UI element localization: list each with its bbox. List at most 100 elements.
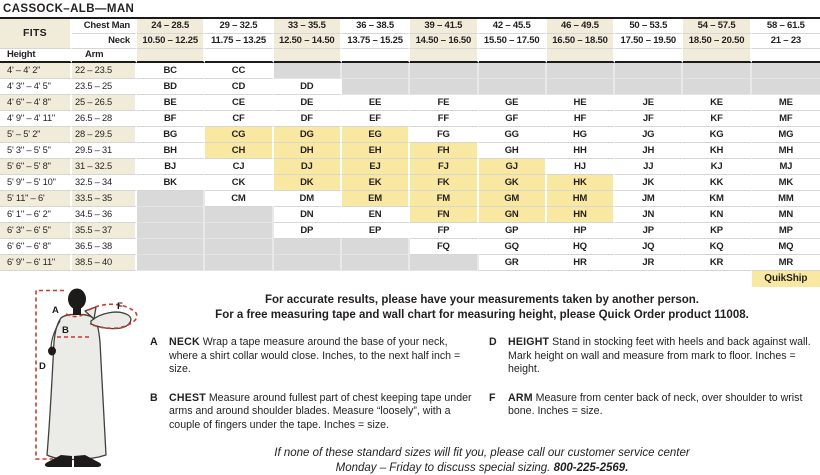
instruction-letter: B [150, 391, 158, 404]
height-range: 5' – 5' 2" [0, 127, 72, 143]
size-code-quikship: GK [478, 175, 547, 191]
size-code: DN [273, 207, 342, 223]
unavailable-cell [683, 63, 752, 79]
quikship-row-spacer [546, 271, 616, 287]
size-code: CD [205, 79, 274, 95]
chest-row-label: Chest Man [72, 19, 137, 34]
size-code: JH [615, 143, 684, 159]
diagram-label-height: D [39, 361, 46, 372]
size-code: BK [137, 175, 206, 191]
size-code: HQ [546, 239, 616, 255]
unavailable-cell [341, 239, 411, 255]
quikship-row-spacer [410, 271, 479, 287]
arm-range: 36.5 – 38 [72, 239, 137, 255]
size-code: GH [478, 143, 547, 159]
accuracy-note: For accurate results, please have your m… [265, 294, 699, 306]
size-code: JK [615, 175, 684, 191]
footer-line2: Monday – Friday to discuss special sizin… [150, 461, 814, 475]
height-range: 4' – 4' 2" [0, 63, 72, 79]
arm-range: 35.5 – 37 [72, 223, 137, 239]
size-code: ME [751, 95, 820, 111]
size-code: HE [546, 95, 616, 111]
unavailable-cell [410, 79, 479, 95]
size-code-quikship: EG [341, 127, 411, 143]
figure-head [68, 288, 86, 310]
size-code-quikship: DK [273, 175, 342, 191]
unavailable-cell [478, 63, 547, 79]
size-code: CC [205, 63, 274, 79]
chest-range: 54 – 57.5 [683, 19, 752, 34]
size-code: MK [751, 175, 820, 191]
arm-range: 34.5 – 36 [72, 207, 137, 223]
header-spacer-cell [546, 49, 616, 63]
fits-label: FITS [0, 19, 72, 49]
size-code: BC [137, 63, 206, 79]
size-code: KF [683, 111, 752, 127]
header-spacer-cell [615, 49, 684, 63]
unavailable-cell [273, 63, 342, 79]
size-code: JP [615, 223, 684, 239]
footer-line1: If none of these standard sizes will fit… [274, 447, 690, 459]
diagram-label-neck: A [52, 305, 59, 316]
chest-range: 24 – 28.5 [137, 19, 206, 34]
size-code-quikship: FM [410, 191, 479, 207]
size-code: JF [615, 111, 684, 127]
height-range: 4' 9" – 4' 11" [0, 111, 72, 127]
height-range: 6' 1" – 6' 2" [0, 207, 72, 223]
quikship-row-spacer [478, 271, 547, 287]
page-title: CASSOCK–ALB—MAN [0, 0, 820, 19]
size-code: DP [273, 223, 342, 239]
size-code-quikship: GJ [478, 159, 547, 175]
height-range: 6' 6" – 6' 8" [0, 239, 72, 255]
quikship-row-spacer [205, 271, 274, 287]
size-code: BE [137, 95, 206, 111]
unavailable-cell [273, 255, 342, 271]
height-measure-line [35, 289, 64, 460]
unavailable-cell [341, 255, 411, 271]
neck-range: 14.50 – 16.50 [410, 34, 479, 49]
neck-range: 13.75 – 15.25 [341, 34, 411, 49]
arm-range: 32.5 – 34 [72, 175, 137, 191]
unavailable-cell [615, 63, 684, 79]
size-code: CF [205, 111, 274, 127]
header-spacer-cell [410, 49, 479, 63]
size-code-quikship: HM [546, 191, 616, 207]
size-code-quikship: EM [341, 191, 411, 207]
instruction-letter: A [150, 336, 158, 348]
size-code: FF [410, 111, 479, 127]
size-code-quikship: FJ [410, 159, 479, 175]
size-code: KQ [683, 239, 752, 255]
size-code: KE [683, 95, 752, 111]
header-spacer-cell [137, 49, 206, 63]
instruction-letter: F [489, 391, 496, 404]
quikship-row-spacer [72, 271, 137, 287]
size-code: KH [683, 143, 752, 159]
quikship-badge: QuikShip [751, 271, 820, 287]
measuring-instructions: A NECK Wrap a tape measure around the bas… [150, 336, 814, 432]
size-code: MR [751, 255, 820, 271]
unavailable-cell [478, 79, 547, 95]
height-range: 5' 11" – 6' [0, 191, 72, 207]
unavailable-cell [137, 255, 206, 271]
size-code: HH [546, 143, 616, 159]
size-code-quikship: DG [273, 127, 342, 143]
cassock-figure-svg: A F B D [35, 288, 138, 467]
arm-range: 25 – 26.5 [72, 95, 137, 111]
size-code-quikship: HN [546, 207, 616, 223]
size-code: JJ [615, 159, 684, 175]
measurement-notes: For accurate results, please have your m… [150, 293, 814, 323]
neck-range: 15.50 – 17.50 [478, 34, 547, 49]
size-code: JQ [615, 239, 684, 255]
unavailable-cell [751, 63, 820, 79]
size-code: HJ [546, 159, 616, 175]
instruction-height: D HEIGHT Stand in stocking feet with heel… [489, 336, 814, 377]
size-code: JE [615, 95, 684, 111]
right-shoe [74, 455, 102, 467]
quikship-row-spacer [137, 271, 206, 287]
size-code: JM [615, 191, 684, 207]
size-code: KP [683, 223, 752, 239]
unavailable-cell [137, 223, 206, 239]
neck-range: 17.50 – 19.50 [615, 34, 684, 49]
size-code-quikship: FH [410, 143, 479, 159]
neck-row-label: Neck [72, 34, 137, 49]
